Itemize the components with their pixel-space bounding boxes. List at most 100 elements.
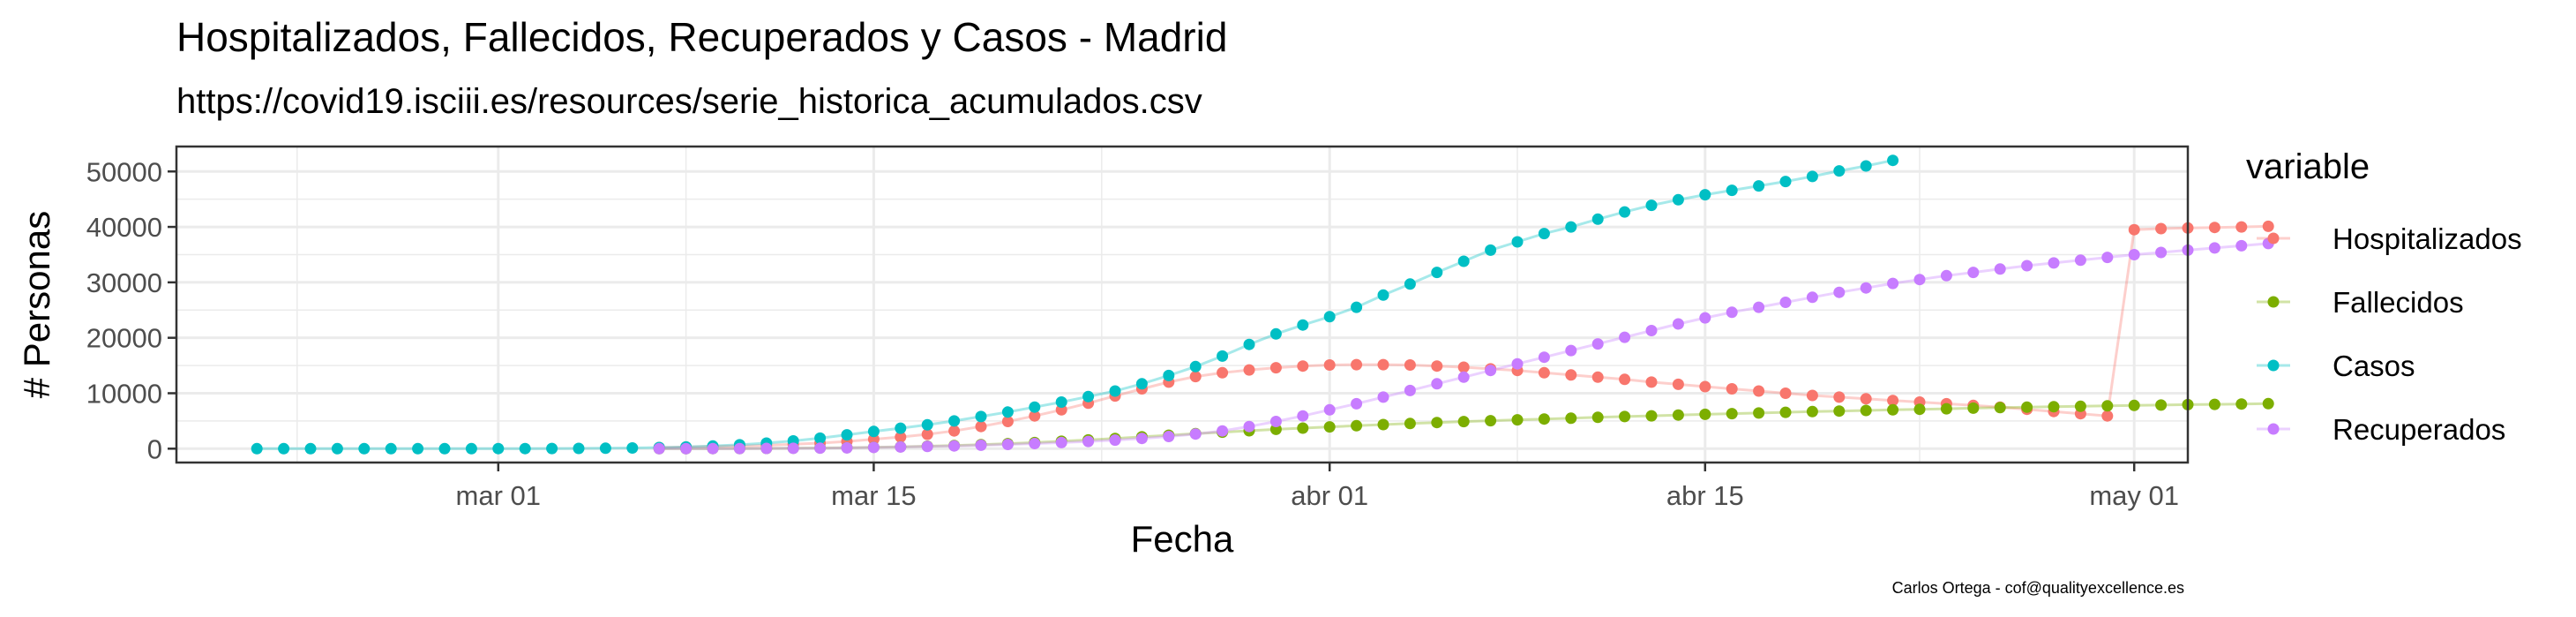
data-point-recuperados bbox=[1887, 277, 1899, 290]
data-point-hospitalizados bbox=[1431, 360, 1443, 372]
data-point-casos bbox=[1511, 236, 1524, 248]
data-point-fallecidos bbox=[1726, 408, 1738, 420]
data-point-recuperados bbox=[787, 442, 799, 455]
data-point-recuperados bbox=[2155, 246, 2168, 259]
data-point-fallecidos bbox=[1297, 422, 1309, 434]
data-point-fallecidos bbox=[1913, 403, 1926, 416]
data-point-casos bbox=[304, 442, 317, 455]
data-point-casos bbox=[1109, 385, 1121, 397]
data-point-recuperados bbox=[1377, 391, 1389, 403]
chart-caption: Carlos Ortega - cof@qualityexcellence.es bbox=[1892, 579, 2184, 597]
chart-subtitle: https://covid19.isciii.es/resources/seri… bbox=[176, 82, 1202, 121]
data-point-hospitalizados bbox=[1323, 359, 1336, 371]
data-point-hospitalizados bbox=[1189, 371, 1202, 383]
data-point-recuperados bbox=[1163, 431, 1175, 442]
data-point-fallecidos bbox=[1753, 407, 1765, 419]
data-point-casos bbox=[1404, 278, 1416, 290]
data-point-casos bbox=[1699, 189, 1711, 201]
data-point-casos bbox=[1189, 360, 1202, 372]
data-point-casos bbox=[546, 442, 558, 455]
data-point-casos bbox=[1297, 319, 1309, 331]
y-axis-title: # Personas bbox=[16, 211, 57, 398]
x-axis-title: Fecha bbox=[1131, 518, 1234, 560]
plot-panel bbox=[176, 147, 2188, 463]
data-point-recuperados bbox=[1297, 410, 1309, 422]
data-point-casos bbox=[251, 442, 263, 455]
data-point-fallecidos bbox=[2262, 397, 2274, 410]
data-point-recuperados bbox=[733, 442, 745, 455]
data-point-recuperados bbox=[1860, 282, 1872, 294]
data-point-fallecidos bbox=[1833, 405, 1846, 418]
data-point-casos bbox=[1779, 176, 1792, 188]
data-point-fallecidos bbox=[1699, 408, 1711, 420]
legend-label-hospitalizados: Hospitalizados bbox=[2333, 222, 2522, 255]
data-point-recuperados bbox=[1135, 433, 1148, 445]
data-point-hospitalizados bbox=[975, 420, 987, 433]
data-point-fallecidos bbox=[1323, 421, 1336, 433]
data-point-recuperados bbox=[1753, 301, 1765, 313]
data-point-casos bbox=[1860, 160, 1872, 172]
data-point-recuperados bbox=[1269, 416, 1282, 427]
data-point-recuperados bbox=[1082, 435, 1095, 448]
data-point-fallecidos bbox=[2128, 399, 2140, 411]
data-point-fallecidos bbox=[1672, 409, 1684, 421]
data-point-casos bbox=[358, 442, 371, 455]
data-point-hospitalizados bbox=[1833, 391, 1846, 403]
data-point-casos bbox=[1538, 228, 1550, 240]
data-point-casos bbox=[519, 442, 531, 455]
data-point-casos bbox=[1163, 369, 1175, 381]
data-point-hospitalizados bbox=[1269, 362, 1282, 374]
y-tick-label: 50000 bbox=[86, 156, 162, 187]
x-tick-label: mar 01 bbox=[456, 480, 541, 511]
data-point-recuperados bbox=[2208, 242, 2220, 254]
data-point-casos bbox=[1726, 184, 1738, 197]
data-point-casos bbox=[1323, 311, 1336, 323]
data-point-casos bbox=[1565, 221, 1577, 233]
data-point-recuperados bbox=[2048, 257, 2060, 269]
legend-label-casos: Casos bbox=[2333, 350, 2415, 382]
data-point-recuperados bbox=[1404, 384, 1416, 396]
data-point-recuperados bbox=[1619, 331, 1631, 343]
data-point-casos bbox=[1431, 267, 1443, 279]
data-point-recuperados bbox=[1726, 306, 1738, 319]
data-point-recuperados bbox=[1940, 269, 1952, 282]
data-point-fallecidos bbox=[1591, 411, 1604, 424]
data-point-hospitalizados bbox=[1243, 364, 1255, 376]
data-point-hospitalizados bbox=[921, 428, 933, 440]
data-point-recuperados bbox=[1029, 438, 1041, 449]
data-point-casos bbox=[841, 429, 853, 441]
data-point-fallecidos bbox=[2074, 400, 2086, 412]
x-tick-label: abr 15 bbox=[1666, 480, 1744, 511]
data-point-hospitalizados bbox=[1887, 395, 1899, 407]
data-point-fallecidos bbox=[1431, 417, 1443, 429]
data-point-fallecidos bbox=[1806, 405, 1818, 418]
data-point-recuperados bbox=[1591, 338, 1604, 350]
data-point-recuperados bbox=[1994, 263, 2006, 275]
data-point-hospitalizados bbox=[948, 425, 961, 437]
legend-key-point-casos bbox=[2267, 359, 2280, 372]
data-point-hospitalizados bbox=[1565, 369, 1577, 381]
legend-key-point-recuperados bbox=[2267, 423, 2280, 435]
data-point-hospitalizados bbox=[895, 431, 907, 443]
data-point-hospitalizados bbox=[1297, 360, 1309, 372]
data-point-hospitalizados bbox=[1001, 416, 1014, 427]
data-point-fallecidos bbox=[1377, 418, 1389, 431]
data-point-hospitalizados bbox=[2128, 223, 2140, 236]
data-point-hospitalizados bbox=[1029, 410, 1041, 422]
data-point-recuperados bbox=[2235, 239, 2248, 252]
y-tick-label: 30000 bbox=[86, 267, 162, 298]
data-point-recuperados bbox=[1323, 403, 1336, 416]
x-tick-label: mar 15 bbox=[831, 480, 916, 511]
x-tick-label: may 01 bbox=[2089, 480, 2179, 511]
data-point-fallecidos bbox=[1269, 423, 1282, 435]
data-point-casos bbox=[1591, 213, 1604, 225]
data-point-hospitalizados bbox=[1806, 389, 1818, 402]
data-point-fallecidos bbox=[1511, 414, 1524, 426]
data-point-hospitalizados bbox=[1538, 366, 1550, 379]
data-point-hospitalizados bbox=[1457, 361, 1470, 373]
data-point-recuperados bbox=[895, 440, 907, 453]
data-point-fallecidos bbox=[1994, 402, 2006, 414]
data-point-recuperados bbox=[1485, 365, 1497, 377]
data-point-hospitalizados bbox=[2208, 222, 2220, 234]
